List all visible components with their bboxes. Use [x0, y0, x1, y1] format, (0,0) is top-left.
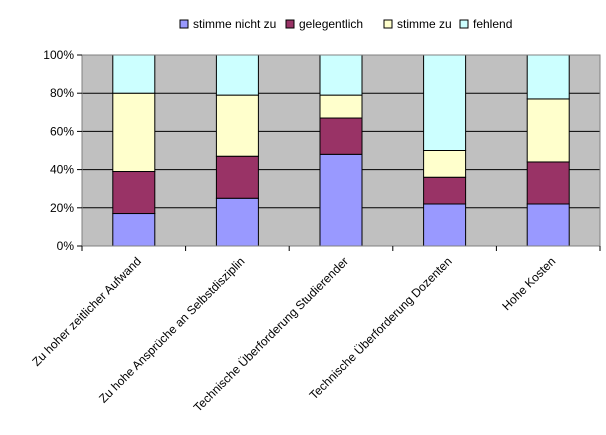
y-tick-label-80: 80% — [50, 86, 74, 100]
y-tick-label-60: 60% — [50, 124, 74, 138]
legend-label-3: stimme zu — [397, 17, 452, 31]
y-tick-label-100: 100% — [43, 48, 74, 62]
chart-legend: stimme nicht zu gelegentlich stimme zu fehl… — [179, 17, 512, 31]
legend-label-2: gelegentlich — [299, 17, 363, 31]
legend-item-stimme-zu: stimme zu — [383, 17, 452, 31]
legend-item-fehlend: fehlend — [459, 17, 512, 31]
y-tick-label-20: 20% — [50, 201, 74, 215]
bar-segment-stimme-zu-4 — [423, 150, 467, 178]
y-tick-label-0: 0% — [57, 239, 75, 253]
bar-group-3 — [319, 54, 363, 247]
bar-segment-stimme-zu-5 — [526, 98, 570, 163]
x-category-label-5: Hohe Kosten — [499, 254, 558, 313]
bar-segment-gelegentlich-4 — [423, 176, 467, 205]
bar-segment-fehlend-1 — [112, 54, 156, 94]
bar-segment-gelegentlich-1 — [112, 171, 156, 215]
bar-segment-stimme-nicht-zu-1 — [112, 213, 156, 247]
bar-segment-gelegentlich-2 — [215, 155, 259, 199]
legend-swatch-2 — [285, 19, 295, 29]
bar-segment-stimme-nicht-zu-2 — [215, 197, 259, 247]
bar-segment-stimme-nicht-zu-3 — [319, 153, 363, 247]
bar-segment-fehlend-2 — [215, 54, 259, 96]
bar-group-2 — [215, 54, 259, 247]
bar-segment-fehlend-5 — [526, 54, 570, 100]
bars — [112, 54, 570, 247]
x-category-label-1: Zu hoher zeitlicher Aufwand — [29, 254, 144, 369]
axes — [81, 54, 601, 247]
legend-label-4: fehlend — [473, 17, 512, 31]
bar-segment-gelegentlich-5 — [526, 161, 570, 205]
bar-segment-stimme-nicht-zu-4 — [423, 203, 467, 247]
bar-segment-fehlend-4 — [423, 54, 467, 151]
bar-segment-stimme-nicht-zu-5 — [526, 203, 570, 247]
bar-group-5 — [526, 54, 570, 247]
y-axis-ticks: 0% 20% 40% 60% 80% 100% — [43, 48, 82, 253]
bar-group-1 — [112, 54, 156, 247]
y-tick-label-40: 40% — [50, 163, 74, 177]
legend-swatch-4 — [459, 19, 469, 29]
legend-swatch-3 — [383, 19, 393, 29]
bar-segment-fehlend-3 — [319, 54, 363, 96]
legend-label-1: stimme nicht zu — [193, 17, 276, 31]
bar-segment-stimme-zu-3 — [319, 94, 363, 119]
bar-segment-stimme-zu-2 — [215, 94, 259, 157]
bar-group-4 — [423, 54, 467, 247]
plot-border — [81, 54, 601, 247]
bar-segment-gelegentlich-3 — [319, 117, 363, 155]
legend-item-gelegentlich: gelegentlich — [285, 17, 363, 31]
legend-swatch-1 — [179, 19, 189, 29]
bar-segment-stimme-zu-1 — [112, 92, 156, 173]
legend-item-stimme-nicht-zu: stimme nicht zu — [179, 17, 276, 31]
